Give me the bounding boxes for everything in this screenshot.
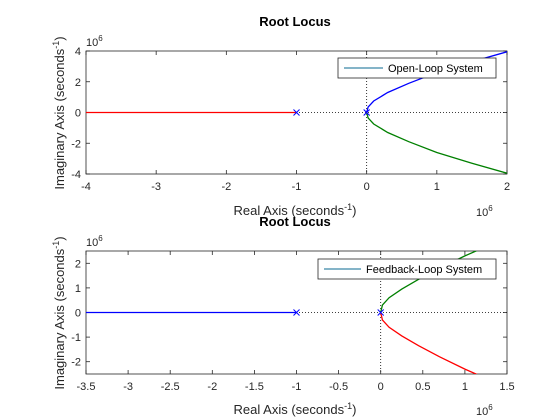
feedback-loop-x-scale-factor: 10 [476, 406, 488, 418]
feedback-loop-chart-title: Root Locus [259, 214, 331, 229]
open-loop-x-tick-label: -4 [81, 181, 91, 193]
feedback-loop-x-axis-label: Real Axis (seconds-1) [234, 401, 357, 417]
open-loop-x-axis-label: Real Axis (seconds-1) [234, 202, 357, 218]
feedback-loop-branch-2 [380, 312, 478, 374]
open-loop-x-tick-label: 1 [434, 181, 440, 193]
feedback-loop-x-tick-label: 0.5 [415, 381, 430, 393]
feedback-loop-x-tick-label: -2.5 [161, 381, 180, 393]
feedback-loop-pole-stroke-b [377, 309, 385, 316]
feedback-loop-x-tick-label: -1.5 [245, 381, 264, 393]
open-loop-pole-stroke-b [293, 109, 300, 116]
feedback-loop-legend-box [317, 258, 497, 280]
feedback-loop-x-tick-label: -3.5 [77, 381, 96, 393]
feedback-loop-y-tick-label: 0 [75, 308, 81, 320]
open-loop-scale-label: 106 [86, 34, 103, 49]
svg-text:106: 106 [476, 403, 493, 418]
open-loop-branch-2 [366, 112, 507, 174]
svg-text:106: 106 [86, 34, 103, 49]
open-loop-axes: Root Locus 106 106 Real Axis (seconds-1)… [51, 14, 510, 219]
open-loop-pole-stroke-b [363, 109, 371, 116]
feedback-loop-y-tick-label: -1 [71, 332, 81, 344]
open-loop-y-axis-label: Imaginary Axis (seconds-1) [51, 36, 67, 189]
open-loop-y-tick-label: -4 [71, 169, 81, 181]
feedback-loop-x-tick-label: 1 [462, 381, 468, 393]
open-loop-x-tick-label: 0 [364, 181, 370, 193]
open-loop-chart-title: Root Locus [259, 14, 331, 29]
feedback-loop-y-scale-exponent: 6 [98, 234, 103, 243]
feedback-loop-legend-entry: Feedback-Loop System [366, 264, 482, 276]
feedback-loop-y-tick-label: -2 [71, 357, 81, 369]
feedback-loop-x-scale-exponent: 6 [488, 403, 493, 412]
open-loop-legend: Open-Loop System [337, 57, 497, 79]
feedback-loop-y-axis-label: Imaginary Axis (seconds-1) [51, 236, 67, 389]
open-loop-x-tick-label: -1 [292, 181, 302, 193]
open-loop-y-tick-label: 0 [75, 108, 81, 120]
feedback-loop-x-tick-label: -0.5 [329, 381, 348, 393]
open-loop-x-scale-exponent: 6 [488, 204, 493, 213]
feedback-loop-branch-1 [380, 251, 478, 313]
feedback-loop-scale-label: 106 [86, 234, 103, 249]
feedback-loop-x-tick-label: -1 [292, 381, 302, 393]
svg-text:106: 106 [476, 204, 493, 219]
open-loop-legend-entry: Open-Loop System [388, 63, 483, 75]
feedback-loop-y-tick-label: 1 [75, 283, 81, 295]
open-loop-x-tick-label: -3 [151, 181, 161, 193]
feedback-loop-x-tick-label: 1.5 [499, 381, 514, 393]
feedback-loop-x-scale-label: 106 [476, 403, 493, 418]
feedback-loop-x-tick-label: 0 [378, 381, 384, 393]
feedback-loop-x-tick-label: -3 [123, 381, 133, 393]
feedback-loop-pole-stroke-b [293, 309, 300, 316]
open-loop-y-tick-label: 2 [75, 77, 81, 89]
feedback-loop-pole-marker [293, 309, 300, 316]
open-loop-x-tick-label: 2 [504, 181, 510, 193]
open-loop-pole-marker [363, 109, 371, 116]
svg-text:106: 106 [86, 234, 103, 249]
feedback-loop-legend: Feedback-Loop System [317, 258, 497, 280]
feedback-loop-axes: Root Locus 106 106 Real Axis (seconds-1)… [51, 214, 515, 418]
open-loop-pole-marker [293, 109, 300, 116]
feedback-loop-y-scale-factor: 10 [86, 237, 98, 249]
open-loop-x-tick-label: -2 [221, 181, 231, 193]
open-loop-x-scale-factor: 10 [476, 207, 488, 219]
feedback-loop-pole-marker [377, 309, 385, 316]
feedback-loop-x-tick-label: -2 [207, 381, 217, 393]
feedback-loop-y-tick-label: 2 [75, 258, 81, 270]
open-loop-legend-box [337, 57, 497, 79]
open-loop-y-tick-label: -2 [71, 138, 81, 150]
open-loop-y-tick-label: 4 [75, 46, 81, 58]
open-loop-y-scale-exponent: 6 [98, 34, 103, 43]
open-loop-y-scale-factor: 10 [86, 37, 98, 49]
open-loop-x-scale-label: 106 [476, 204, 493, 219]
